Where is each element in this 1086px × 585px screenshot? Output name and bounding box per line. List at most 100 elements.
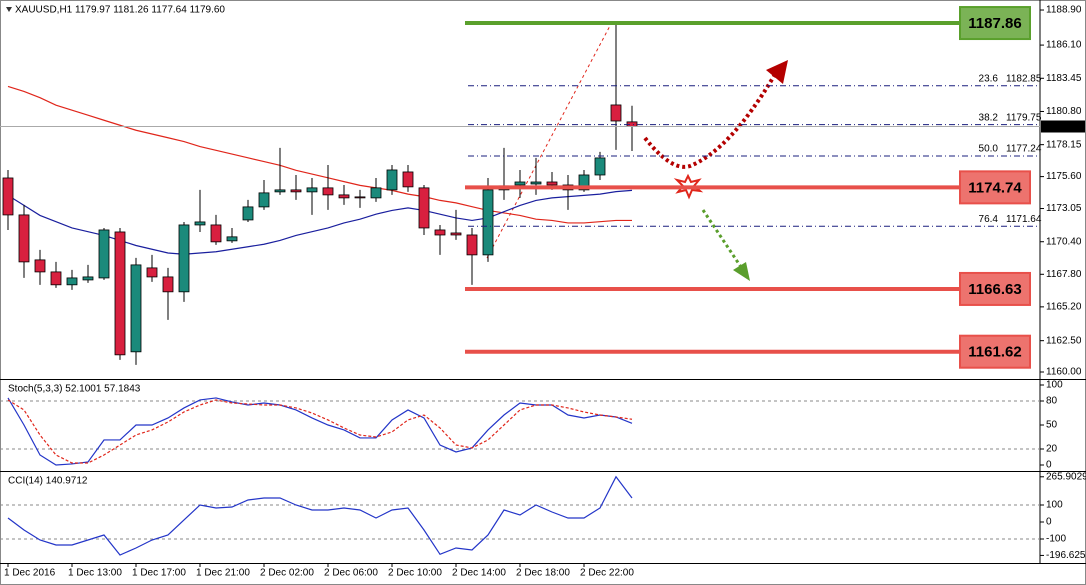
- panel-title: CCI(14) 140.9712: [8, 476, 88, 487]
- y-tick-label: 1160.00: [1046, 367, 1082, 378]
- fib-price: 1177.24: [1006, 144, 1042, 155]
- x-tick-label: 1 Dec 17:00: [132, 568, 186, 579]
- y-tick-label: 20: [1046, 444, 1058, 455]
- candle-body: [2, 177, 14, 216]
- candle-body: [578, 174, 590, 191]
- up-arrow-head: [766, 60, 788, 84]
- candle-body: [434, 229, 446, 236]
- indicator-line: [7, 397, 633, 466]
- level-label: 1166.63: [968, 281, 1021, 298]
- current-price-box: [1041, 120, 1085, 133]
- x-tick-label: 2 Dec 10:00: [388, 568, 442, 579]
- x-tick-label: 2 Dec 18:00: [516, 568, 570, 579]
- x-tick-label: 1 Dec 21:00: [196, 568, 250, 579]
- level-box: [959, 334, 1031, 369]
- y-tick-label: 1183.45: [1046, 73, 1082, 84]
- y-tick-label: -196.6258: [1046, 550, 1086, 561]
- candle-body: [370, 187, 382, 199]
- y-tick-label: 100: [1046, 500, 1063, 511]
- y-tick-label: 1165.20: [1046, 301, 1082, 312]
- down-arrow-head: [733, 262, 750, 281]
- y-tick-label: 1175.60: [1046, 171, 1082, 182]
- level-label: 1174.74: [968, 179, 1022, 196]
- current-price-label: 1179.60: [1044, 121, 1080, 132]
- candle-body: [450, 232, 462, 236]
- candle-body: [338, 194, 350, 199]
- candle-body: [354, 196, 366, 199]
- candle-body: [466, 234, 478, 256]
- candle-body: [226, 236, 238, 242]
- fib-ratio: 38.2: [979, 112, 999, 123]
- y-tick-label: 1162.50: [1046, 335, 1082, 346]
- candle-body: [82, 276, 94, 281]
- candle-body: [594, 157, 606, 176]
- candle-body: [210, 224, 222, 243]
- y-tick-label: 100: [1046, 380, 1063, 391]
- fib-ratio: 76.4: [979, 214, 999, 225]
- fib-diagonal: [486, 21, 613, 259]
- x-tick-label: 2 Dec 02:00: [260, 568, 314, 579]
- y-tick-label: 80: [1046, 396, 1058, 407]
- fib-ratio: 23.6: [979, 73, 999, 84]
- candle-body: [322, 187, 334, 196]
- candle-body: [130, 264, 142, 353]
- candle-body: [514, 181, 526, 186]
- y-tick-label: -100: [1046, 534, 1066, 545]
- indicator-line: [7, 475, 633, 556]
- candle-body: [178, 224, 190, 293]
- x-tick-label: 2 Dec 22:00: [580, 568, 634, 579]
- indicator-line: [7, 189, 633, 255]
- x-tick-label: 1 Dec 13:00: [68, 568, 122, 579]
- y-tick-label: 1173.05: [1046, 203, 1082, 214]
- candle-body: [274, 189, 286, 193]
- candle-body: [18, 214, 30, 263]
- panel-title: Stoch(5,3,3) 52.1001 57.1843: [8, 384, 141, 395]
- y-tick-label: 0: [1046, 517, 1052, 528]
- fib-price: 1171.64: [1006, 214, 1042, 225]
- fib-price: 1179.75: [1006, 112, 1042, 123]
- y-tick-label: 1180.80: [1046, 106, 1082, 117]
- y-tick-label: 265.9029: [1046, 471, 1086, 482]
- candle-body: [290, 189, 302, 193]
- fib-ratio: 50.0: [979, 144, 999, 155]
- candle-body: [386, 169, 398, 191]
- candle-body: [242, 206, 254, 221]
- symbol-menu-icon: [6, 7, 12, 12]
- candle-body: [530, 181, 542, 185]
- fib-price: 1182.85: [1006, 73, 1042, 84]
- candle-body: [146, 267, 158, 278]
- candle-body: [306, 187, 318, 193]
- y-tick-label: 50: [1046, 420, 1058, 431]
- candle-body: [114, 231, 126, 356]
- y-tick-label: 1178.15: [1046, 139, 1082, 150]
- candle-body: [546, 181, 558, 186]
- y-tick-label: 1170.40: [1046, 236, 1082, 247]
- candle-body: [610, 104, 622, 122]
- candle-body: [50, 271, 62, 286]
- level-label: 1187.86: [968, 15, 1021, 32]
- level-box: [959, 271, 1031, 306]
- y-tick-label: 1167.80: [1046, 269, 1082, 280]
- candle-body: [162, 276, 174, 293]
- candle-body: [402, 171, 414, 188]
- indicator-line: [7, 399, 633, 464]
- level-box: [959, 6, 1031, 41]
- candle-body: [418, 187, 430, 229]
- candle-body: [98, 229, 110, 279]
- y-tick-label: 1186.10: [1046, 40, 1082, 51]
- candle-body: [194, 221, 206, 226]
- candle-body: [258, 192, 270, 208]
- x-tick-label: 2 Dec 06:00: [324, 568, 378, 579]
- candle-body: [34, 259, 46, 273]
- candle-body: [66, 277, 78, 286]
- y-tick-label: 0: [1046, 460, 1052, 471]
- indicator-line: [7, 85, 632, 224]
- candle-body: [482, 189, 494, 256]
- level-box: [959, 170, 1031, 205]
- panel-title: XAUUSD,H1 1179.97 1181.26 1177.64 1179.6…: [15, 5, 225, 16]
- y-tick-label: 1188.90: [1046, 5, 1082, 16]
- x-tick-label: 2 Dec 14:00: [452, 568, 506, 579]
- x-tick-label: 1 Dec 2016: [4, 568, 56, 579]
